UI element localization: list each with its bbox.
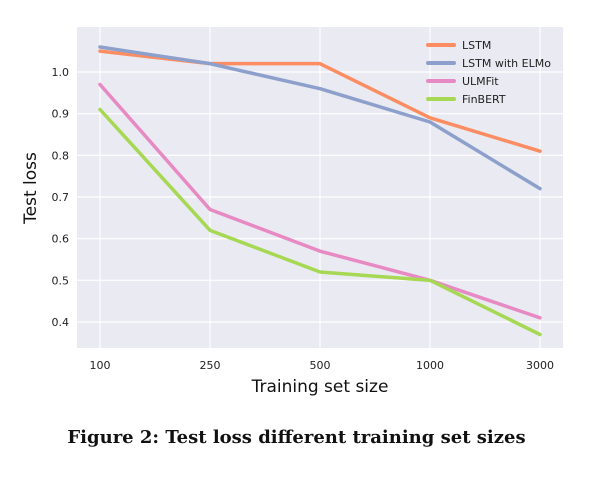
x-tick-label: 3000 — [526, 359, 554, 372]
series-line-finbert — [98, 107, 542, 337]
x-tick-label: 1000 — [416, 359, 444, 372]
x-tick-label: 500 — [310, 359, 331, 372]
x-axis-title: Training set size — [251, 377, 389, 397]
legend-label: LSTM with ELMo — [462, 57, 551, 70]
legend-label: LSTM — [462, 39, 491, 52]
chart: 100 250 500 1000 3000 0.40.50.60.70.80.91.0 … — [21, 27, 563, 397]
y-tick-label: 0.5 — [52, 274, 70, 287]
y-tick-label: 0.7 — [52, 191, 70, 204]
y-tick-label: 0.9 — [52, 108, 70, 121]
y-axis-title: Test loss — [21, 152, 41, 225]
y-tick-label: 0.4 — [52, 316, 70, 329]
grid — [77, 27, 563, 348]
figure-caption: Figure 2: Test loss different training s… — [67, 427, 526, 448]
y-tick-label: 0.6 — [52, 233, 70, 246]
x-tick-labels: 100 250 500 1000 3000 — [90, 359, 555, 372]
series-lines — [98, 45, 542, 337]
x-tick-label: 100 — [90, 359, 111, 372]
legend: LSTM LSTM with ELMo ULMFit FinBERT — [426, 39, 551, 106]
series-line-lstm-with-elmo — [98, 45, 542, 191]
legend-label: ULMFit — [462, 75, 499, 88]
x-tick-label: 250 — [200, 359, 221, 372]
legend-label: FinBERT — [462, 93, 506, 106]
y-tick-label: 1.0 — [52, 66, 70, 79]
series-line-ulmfit — [98, 82, 542, 320]
y-tick-labels: 0.4 0.5 0.6 0.7 0.8 0.9 1.0 — [52, 66, 70, 329]
y-tick-label: 0.8 — [52, 149, 70, 162]
